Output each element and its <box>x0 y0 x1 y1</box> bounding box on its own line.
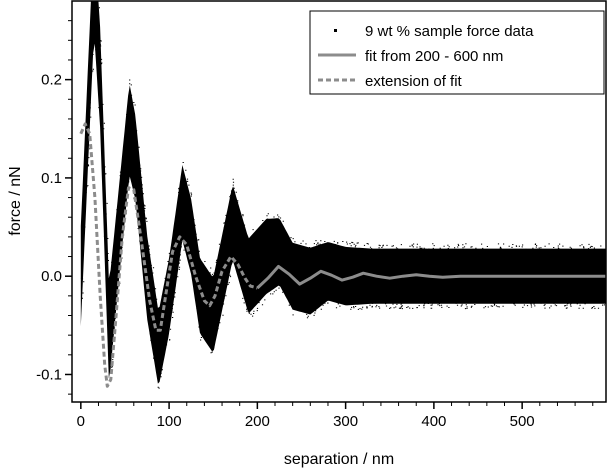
x-tick-label-300: 300 <box>333 413 358 430</box>
legend-box <box>309 10 605 95</box>
y-tick-label-0: -0.1 <box>36 366 62 383</box>
legend-marker-force-data <box>334 29 337 32</box>
data-layer <box>79 1 606 389</box>
y-tick-label-3: 0.2 <box>41 72 62 89</box>
plot-area <box>79 1 606 389</box>
y-axis-title: force / nN <box>7 166 24 235</box>
x-tick-label-0: 0 <box>77 413 85 430</box>
legend-label-extension: extension of fit <box>365 73 463 90</box>
y-tick-label-2: 0.1 <box>41 170 62 187</box>
x-axis-title: separation / nm <box>284 451 394 468</box>
series-fit-line <box>256 264 606 290</box>
force-data-points <box>80 5 606 389</box>
x-tick-label-400: 400 <box>421 413 446 430</box>
x-tick-label-500: 500 <box>510 413 535 430</box>
x-tick-label-200: 200 <box>245 413 270 430</box>
series-force-data <box>80 1 606 389</box>
plot-frame <box>71 0 607 403</box>
legend: 9 wt % sample force data fit from 200 - … <box>309 10 605 95</box>
legend-label-force-data: 9 wt % sample force data <box>365 23 534 40</box>
series-extension-of-fit <box>79 122 258 388</box>
axes-layer: 0 100 200 300 400 500 -0.1 0.0 0.1 0.2 <box>36 20 594 430</box>
y-tick-label-1: 0.0 <box>41 268 62 285</box>
legend-label-fit: fit from 200 - 600 nm <box>365 48 503 65</box>
force-data-band <box>80 1 606 384</box>
x-tick-label-100: 100 <box>157 413 182 430</box>
